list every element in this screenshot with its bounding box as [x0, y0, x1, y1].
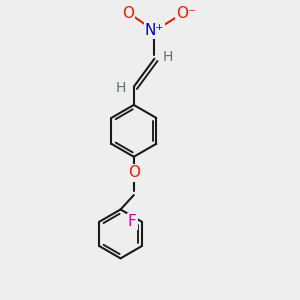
Text: H: H — [116, 81, 126, 95]
Text: O: O — [128, 166, 140, 181]
Text: F: F — [128, 214, 137, 229]
Text: H: H — [163, 50, 173, 64]
Text: O⁻: O⁻ — [176, 7, 196, 22]
Text: N⁺: N⁺ — [145, 23, 164, 38]
Text: O: O — [122, 7, 134, 22]
